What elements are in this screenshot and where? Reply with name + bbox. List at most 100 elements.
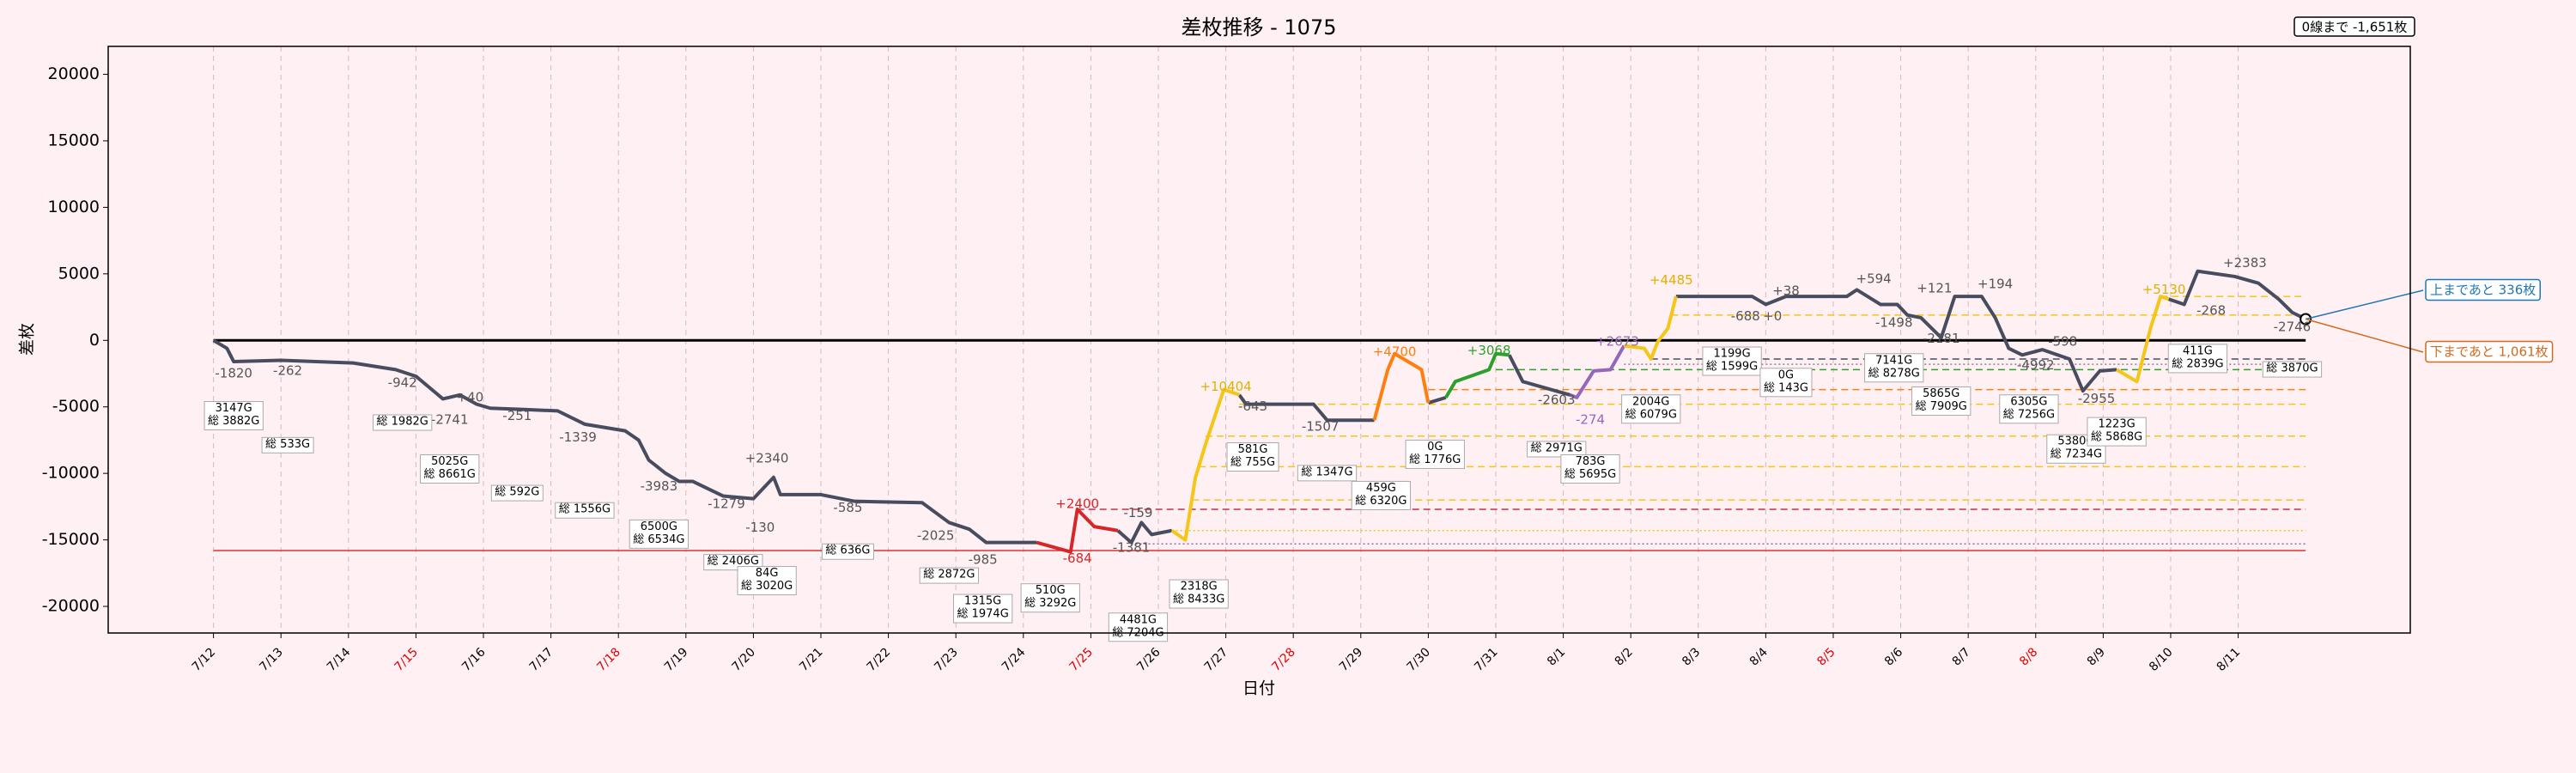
x-tick-label: 7/21	[797, 645, 826, 674]
box-text: 総 1599G	[1706, 361, 1758, 374]
x-tick-label: 7/27	[1202, 645, 1231, 674]
box-text: 総 2839G	[2172, 357, 2223, 370]
y-tick-label: 0	[89, 331, 100, 350]
value-annotation: -3983	[641, 478, 678, 494]
box-frame	[821, 543, 874, 560]
box-text: 総 5868G	[2091, 431, 2142, 444]
box-frame	[919, 567, 979, 584]
box-text: 総 1982G	[377, 416, 428, 429]
value-annotation: -4992	[2017, 357, 2055, 373]
x-axis-label: 日付	[1242, 679, 1275, 698]
box-frame	[1621, 394, 1681, 424]
note-box	[2425, 340, 2554, 363]
note-text: 上まであと 336枚	[2430, 283, 2536, 298]
box-frame	[952, 593, 1013, 624]
y-tick-label: 10000	[48, 198, 100, 216]
box-text: 459G	[1366, 482, 1396, 495]
box-frame	[1560, 453, 1620, 484]
value-annotation: -2025	[917, 527, 955, 543]
value-annotation: -2955	[2078, 391, 2116, 406]
x-tick-label: 8/2	[1613, 645, 1636, 668]
y-tick-label: 20000	[48, 64, 100, 83]
box-text: 総 7234G	[2050, 448, 2102, 461]
box-frame	[261, 436, 314, 453]
x-tick-label: 7/13	[257, 645, 286, 674]
box-frame	[1527, 441, 1587, 458]
box-frame	[1020, 583, 1080, 613]
value-annotation: -251	[502, 408, 532, 423]
box-text: 総 636G	[825, 545, 870, 557]
value-annotation: -643	[1238, 399, 1267, 414]
box-text: 総 8661G	[424, 468, 476, 481]
value-annotation: +4485	[1649, 272, 1693, 288]
y-axis-label: 差枚	[18, 323, 37, 356]
box-text: 1315G	[964, 595, 1001, 608]
session-box: 0G総 1776G	[1405, 439, 1465, 469]
box-text: 総 8433G	[1173, 593, 1224, 606]
series-line	[1116, 520, 1173, 545]
box-frame	[1702, 346, 1762, 376]
x-tick-label: 7/15	[392, 645, 422, 674]
box-text: 総 6079G	[1625, 408, 1677, 421]
session-box: 総 1347G	[1297, 465, 1358, 482]
box-frame	[555, 502, 615, 519]
box-text: 総 7256G	[2003, 408, 2055, 421]
x-tick-label: 8/5	[1814, 645, 1838, 668]
value-annotation: +40	[456, 389, 483, 405]
session-box: 総 3870G	[2262, 361, 2323, 378]
box-text: 総 2971G	[1531, 441, 1583, 454]
box-frame	[373, 414, 433, 431]
box-text: 総 1556G	[559, 503, 611, 516]
box-frame	[1405, 439, 1465, 469]
value-annotation: +2400	[1055, 496, 1099, 511]
value-annotation: -1498	[1875, 315, 1913, 331]
value-annotation: +3068	[1467, 343, 1511, 358]
value-annotation: -1507	[1302, 418, 1340, 434]
box-frame	[1999, 394, 2059, 424]
series-line	[1170, 387, 1240, 542]
x-tick-label: 7/28	[1269, 645, 1298, 674]
x-tick-label: 8/7	[1950, 645, 1973, 668]
x-tick-label: 7/17	[527, 645, 556, 674]
y-tick-label: -10000	[42, 464, 100, 483]
session-box: 総 1556G	[555, 502, 615, 519]
box-text: 総 143G	[1764, 381, 1808, 394]
series-line	[1675, 288, 2117, 393]
box-text: 総 1347G	[1301, 466, 1352, 478]
box-frame	[490, 484, 544, 502]
value-annotation: -1820	[215, 365, 252, 380]
session-box: 総 636G	[821, 543, 874, 560]
series-line	[1036, 507, 1119, 554]
x-tick-label: 8/1	[1545, 645, 1568, 668]
x-tick-label: 7/30	[1404, 645, 1433, 674]
box-text: 6500G	[641, 520, 677, 533]
session-box: 総 1982G	[373, 414, 433, 431]
session-box: 総 2406G	[703, 554, 763, 571]
x-tick-label: 8/9	[2085, 645, 2108, 668]
chart-title: 差枚推移 - 1075	[1182, 15, 1337, 40]
x-tick-label: 7/26	[1134, 645, 1163, 674]
value-annotation: -585	[833, 500, 862, 515]
box-text: 総 1776G	[1409, 453, 1461, 466]
value-annotation: -688	[1731, 308, 1760, 324]
box-text: 2318G	[1181, 581, 1218, 593]
box-frame	[629, 519, 690, 549]
box-text: 総 5695G	[1564, 468, 1616, 481]
box-text: 0G	[1427, 441, 1443, 453]
series-line	[212, 338, 1037, 545]
box-text: 総 533G	[265, 438, 310, 451]
value-annotation: -130	[745, 520, 775, 535]
x-tick-label: 7/22	[865, 645, 894, 674]
series-line	[2116, 295, 2170, 384]
value-annotation: -1279	[708, 496, 745, 511]
box-text: 783G	[1576, 455, 1606, 468]
box-text: 4481G	[1120, 613, 1157, 626]
box-text: 総 2406G	[708, 555, 759, 568]
